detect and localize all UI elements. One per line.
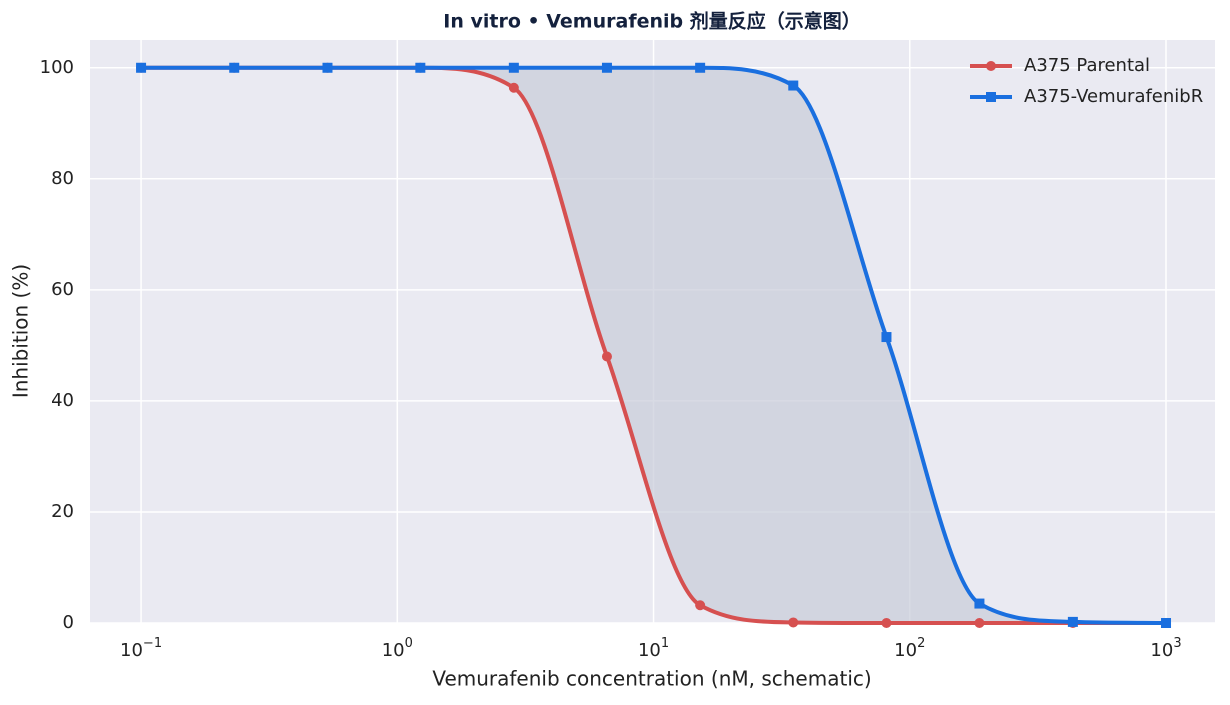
data-point <box>508 62 519 73</box>
data-point <box>974 598 985 609</box>
data-point <box>1161 618 1172 628</box>
y-tick-label: 40 <box>51 390 74 411</box>
y-tick-label: 100 <box>40 57 74 78</box>
x-tick-label: 102 <box>894 636 925 662</box>
data-point <box>788 80 799 91</box>
chart-title: In vitro • Vemurafenib 剂量反应（示意图） <box>443 10 860 33</box>
y-axis-label: Inhibition (%) <box>9 264 33 398</box>
data-point <box>136 62 147 73</box>
data-point <box>1067 616 1078 627</box>
x-tick-exponent: 2 <box>917 636 925 651</box>
data-point <box>508 82 519 93</box>
data-point <box>601 351 612 362</box>
data-point <box>695 600 706 611</box>
x-tick-label: 103 <box>1150 636 1181 662</box>
x-tick-label: 101 <box>638 636 669 662</box>
data-point <box>229 62 240 73</box>
y-tick-label: 20 <box>51 501 74 522</box>
x-tick-exponent: 3 <box>1173 636 1181 651</box>
data-point <box>788 617 799 628</box>
legend-marker <box>986 61 996 71</box>
legend-label: A375-VemurafenibR <box>1024 86 1203 107</box>
x-tick-exponent: −1 <box>143 636 162 651</box>
x-tick-base: 10 <box>1150 640 1173 661</box>
data-point <box>881 332 892 343</box>
x-tick-label: 10−1 <box>120 636 162 662</box>
y-tick-label: 60 <box>51 279 74 300</box>
x-tick-label: 100 <box>382 636 413 662</box>
x-axis-label: Vemurafenib concentration (nM, schematic… <box>432 667 871 691</box>
x-tick-base: 10 <box>120 640 143 661</box>
data-point <box>415 62 426 73</box>
data-point <box>322 62 333 73</box>
y-tick-label: 0 <box>63 612 74 633</box>
legend-marker <box>986 92 996 102</box>
x-tick-exponent: 0 <box>405 636 413 651</box>
data-point <box>695 62 706 73</box>
x-tick-exponent: 1 <box>661 636 669 651</box>
data-point <box>601 62 612 73</box>
x-tick-base: 10 <box>638 640 661 661</box>
data-point <box>881 618 892 628</box>
legend-label: A375 Parental <box>1024 55 1150 76</box>
x-tick-base: 10 <box>894 640 917 661</box>
data-point <box>974 618 985 628</box>
y-tick-label: 80 <box>51 168 74 189</box>
x-tick-base: 10 <box>382 640 405 661</box>
gap-area <box>141 67 1167 623</box>
